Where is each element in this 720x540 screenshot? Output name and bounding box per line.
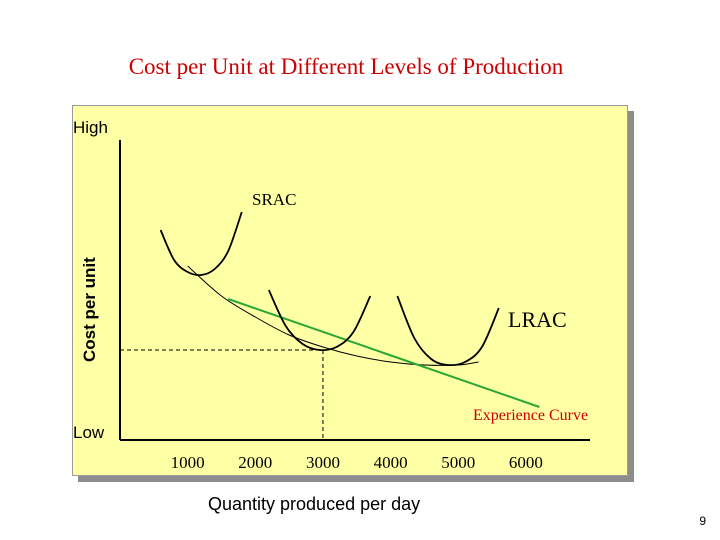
reference-lines <box>120 349 324 440</box>
srac-label: SRAC <box>252 190 296 209</box>
srac-curve-1 <box>159 211 243 277</box>
x-tick-label-5000: 5000 <box>441 453 475 472</box>
x-tick-label-3000: 3000 <box>306 453 340 472</box>
lrac-label: LRAC <box>508 307 567 332</box>
x-tick-label-1000: 1000 <box>171 453 205 472</box>
x-tick-label-6000: 6000 <box>509 453 543 472</box>
srac-curve-2 <box>268 289 372 352</box>
y-axis-title: Cost per unit <box>80 257 99 362</box>
series-group <box>159 211 540 408</box>
experience-curve-line <box>227 298 540 408</box>
page-number: 9 <box>699 514 706 528</box>
lrac-curve <box>187 265 479 366</box>
x-axis-title: Quantity produced per day <box>208 494 421 514</box>
x-tick-label-4000: 4000 <box>374 453 408 472</box>
x-tick-labels: 1000 2000 3000 4000 5000 6000 <box>171 453 543 472</box>
y-label-high: High <box>73 118 108 137</box>
x-tick-label-2000: 2000 <box>238 453 272 472</box>
srac-curve-3 <box>396 295 500 367</box>
chart-title: Cost per Unit at Different Levels of Pro… <box>128 54 564 79</box>
y-label-low: Low <box>73 423 105 442</box>
experience-curve-label: Experience Curve <box>473 407 588 424</box>
plot-panel <box>72 105 628 476</box>
